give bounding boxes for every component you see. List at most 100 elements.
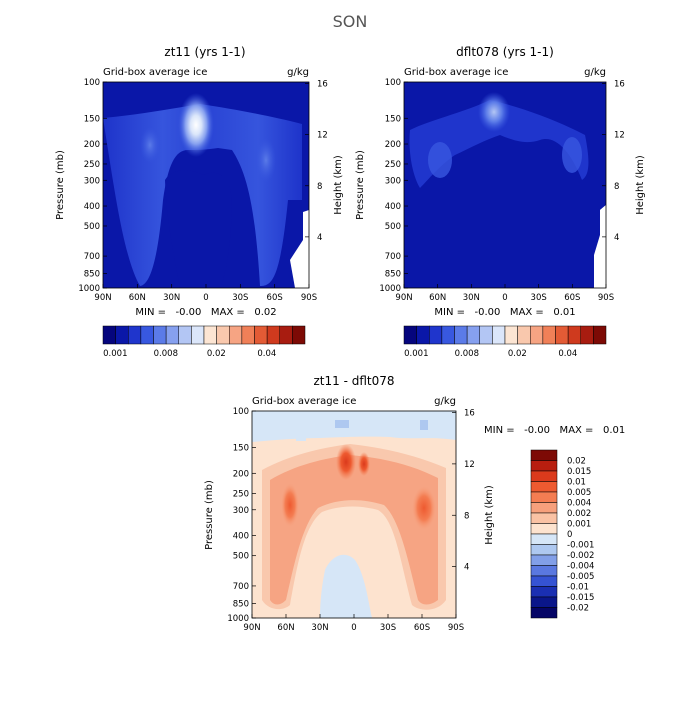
colorbar-tick-label: -0.004: [567, 562, 594, 572]
panel-2-title: dflt078 (yrs 1-1): [456, 45, 554, 59]
colorbar-swatch: [530, 575, 558, 587]
panel-3-field: [252, 411, 456, 618]
colorbar-swatch: [403, 325, 417, 345]
colorbar-swatch: [416, 325, 430, 345]
panel-1-deep-core: [165, 170, 232, 288]
colorbar-tick-label: 0.008: [154, 349, 178, 359]
colorbar-swatch: [466, 325, 480, 345]
y-tick-label: 1000: [379, 284, 401, 294]
colorbar-swatch: [229, 325, 243, 345]
colorbar-swatch: [292, 325, 306, 345]
colorbar-tick-label: -0.005: [567, 572, 594, 582]
x-tick-label: 90S: [598, 293, 614, 303]
colorbar-swatch: [429, 325, 443, 345]
colorbar-swatch: [140, 325, 154, 345]
y-right-tick-label: 16: [614, 80, 625, 90]
panel-1-stats: MIN = -0.00 MAX = 0.02: [135, 307, 276, 318]
panel-2-y-right-axis: 16 12 8 4: [602, 80, 625, 243]
colorbar-swatch: [216, 325, 230, 345]
panel-2-y-axis: 100 150 200 250 300 400 500 700 850 1000: [379, 78, 408, 294]
panel-1-y-axis: 100 150 200 250 300 400 500 700 850 1000: [78, 78, 107, 294]
colorbar-swatch: [454, 325, 468, 345]
colorbar-swatch: [153, 325, 167, 345]
y-right-tick-label: 16: [317, 80, 328, 90]
colorbar-swatch: [517, 325, 531, 345]
colorbar-swatch: [530, 502, 558, 514]
y-tick-label: 850: [233, 599, 249, 609]
colorbar-tick-label: 0.02: [508, 349, 527, 359]
y-tick-label: 250: [233, 489, 249, 499]
colorbar-tick-label: 0.015: [567, 467, 591, 477]
panel-1-maximum: [178, 93, 214, 157]
panel-1-subtitle-left: Grid-box average ice: [103, 67, 207, 78]
panel-2-stats: MIN = -0.00 MAX = 0.01: [434, 307, 575, 318]
y-tick-label: 1000: [78, 284, 100, 294]
y-tick-label: 700: [84, 252, 100, 262]
panel-3-subtitle-left: Grid-box average ice: [252, 396, 356, 407]
y-tick-label: 500: [233, 552, 249, 562]
y-tick-label: 150: [84, 114, 100, 124]
panel-3-y-right-axis: 16 12 8 4: [452, 409, 475, 573]
panel-3-subtitle-right: g/kg: [434, 396, 456, 407]
colorbar-swatch: [530, 565, 558, 577]
y-right-tick-label: 8: [317, 182, 322, 192]
panel-1-y-right-axis: 16 12 8 4: [305, 80, 328, 243]
y-tick-label: 200: [385, 140, 401, 150]
panel-1-subtitle-right: g/kg: [287, 67, 309, 78]
colorbar-tick-label: 0.04: [257, 349, 276, 359]
y-tick-label: 300: [84, 176, 100, 186]
colorbar-swatch: [191, 325, 205, 345]
y-tick-label: 1000: [227, 614, 249, 624]
colorbar-swatch: [128, 325, 142, 345]
colorbar-swatch: [504, 325, 518, 345]
colorbar-swatch: [441, 325, 455, 345]
colorbar-tick-label: -0.002: [567, 551, 594, 561]
panel-3-ylabel-right: Height (km): [484, 485, 495, 545]
colorbar-swatch: [492, 325, 506, 345]
y-tick-label: 250: [385, 160, 401, 170]
colorbar-swatch: [530, 596, 558, 608]
y-tick-label: 850: [385, 269, 401, 279]
panel-3-maximum: [336, 444, 356, 480]
colorbar-swatch: [178, 325, 192, 345]
panel-2-subtitle-left: Grid-box average ice: [404, 67, 508, 78]
colorbar-swatch: [530, 481, 558, 493]
x-tick-label: 90S: [301, 293, 317, 303]
colorbar-tick-label: 0.04: [558, 349, 577, 359]
panel-2-ylabel-right: Height (km): [635, 155, 646, 215]
y-right-tick-label: 4: [317, 233, 322, 243]
y-tick-label: 200: [233, 469, 249, 479]
panel-2-band: [409, 100, 589, 188]
colorbar-tick-label: 0.008: [455, 349, 479, 359]
panel-3-north-arm: [281, 483, 299, 527]
colorbar-tick-label: 0.002: [567, 509, 591, 519]
colorbar-swatch: [479, 325, 493, 345]
panel-difference: zt11 - dflt078 Grid-box average ice g/kg…: [204, 374, 625, 633]
colorbar-swatch: [203, 325, 217, 345]
y-tick-label: 400: [385, 202, 401, 212]
x-tick-label: 0: [351, 623, 356, 633]
colorbar-swatch: [102, 325, 116, 345]
x-tick-label: 90N: [243, 623, 260, 633]
y-right-tick-label: 12: [317, 131, 328, 141]
panel-2-field: [404, 82, 606, 288]
panel-3-x-axis: 90N 60N 30N 0 30S 60S 90S: [243, 614, 464, 633]
panel-2-subtitle-right: g/kg: [584, 67, 606, 78]
y-tick-label: 850: [84, 269, 100, 279]
y-right-tick-label: 4: [464, 563, 469, 573]
colorbar-swatch: [254, 325, 268, 345]
colorbar-swatch: [266, 325, 280, 345]
colorbar-swatch: [165, 325, 179, 345]
colorbar-swatch: [530, 460, 558, 472]
panel-1-x-axis: 90N 60N 30N 0 30S 60S 90S: [94, 284, 317, 303]
x-tick-label: 60N: [129, 293, 146, 303]
y-right-tick-label: 12: [614, 131, 625, 141]
x-tick-label: 60S: [564, 293, 580, 303]
colorbar-tick-label: 0.02: [207, 349, 226, 359]
x-tick-label: 30S: [531, 293, 547, 303]
panel-1-north-arm: [140, 127, 160, 163]
colorbar-swatch: [530, 512, 558, 524]
panel-1-title: zt11 (yrs 1-1): [164, 45, 245, 59]
y-tick-label: 150: [233, 443, 249, 453]
x-tick-label: 30N: [163, 293, 180, 303]
